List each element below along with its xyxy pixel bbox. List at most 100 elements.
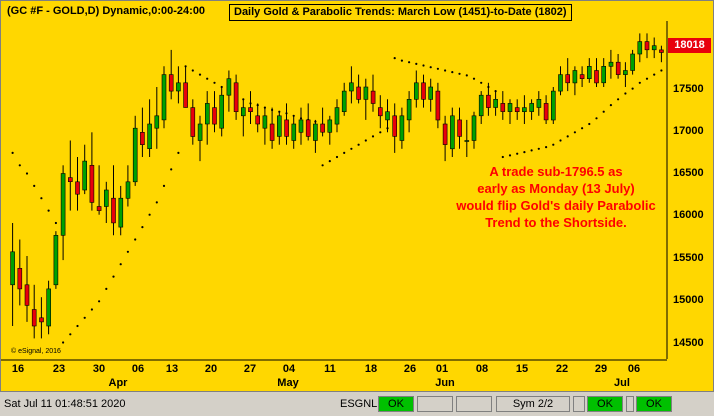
annotation-line: A trade sub-1796.5 as (489, 164, 623, 179)
parabolic-dot (198, 73, 202, 76)
parabolic-dot (62, 341, 65, 344)
candle (471, 111, 477, 149)
candle (377, 95, 383, 129)
candle-body (450, 115, 455, 150)
status-cell-empty[interactable] (417, 396, 453, 412)
sym-status[interactable]: Sym 2/2 (496, 396, 570, 412)
status-ok[interactable]: OK (587, 396, 623, 412)
parabolic-dot (436, 67, 439, 70)
status-cell-empty[interactable] (573, 396, 585, 412)
esgnl-status[interactable]: OK (378, 396, 414, 412)
status-bar: Sat Jul 11 01:48:51 2020 ESGNL: OK Sym 2… (0, 393, 714, 416)
candle (464, 119, 470, 157)
candle-body (421, 82, 426, 100)
candle (176, 66, 181, 104)
parabolic-dot (83, 316, 86, 319)
candle (334, 99, 340, 133)
candle (17, 239, 23, 306)
x-tick-label: 20 (204, 363, 218, 375)
parabolic-dot (631, 87, 634, 90)
candle (630, 49, 635, 75)
x-tick-label: 26 (403, 363, 417, 375)
parabolic-dot (170, 168, 173, 171)
candle-body (31, 309, 37, 327)
candle-body (276, 115, 282, 137)
candle-body (39, 317, 44, 323)
candle (320, 107, 325, 137)
price-chart[interactable] (1, 1, 714, 393)
x-tick-label: 11 (324, 363, 336, 375)
candle-body (536, 99, 542, 108)
parabolic-dot (134, 238, 137, 241)
parabolic-dot (191, 69, 194, 72)
candle-body (17, 267, 23, 290)
parabolic-dot (480, 81, 483, 84)
candle (24, 256, 30, 322)
candle-body (543, 103, 549, 121)
x-tick-label: 04 (282, 363, 296, 375)
candle-body (659, 49, 664, 53)
candle-body (651, 45, 657, 51)
parabolic-dot (451, 71, 454, 74)
candle-body (262, 115, 268, 129)
x-tick-label: 06 (131, 363, 145, 375)
y-tick-label: 16500 (673, 167, 704, 179)
candle-body (248, 107, 253, 112)
parabolic-dot (602, 110, 605, 113)
candle (543, 95, 549, 124)
candle-body (637, 41, 643, 55)
candle-body (579, 74, 585, 79)
parabolic-dot (213, 81, 216, 84)
candle-body (363, 86, 369, 100)
parabolic-dot (465, 74, 468, 77)
candle (558, 66, 563, 96)
candle-body (572, 70, 578, 84)
x-tick-label: 16 (11, 363, 25, 375)
candle (356, 74, 361, 104)
parabolic-dot (343, 151, 346, 154)
parabolic-dot (472, 77, 476, 80)
parabolic-dot (40, 197, 43, 200)
parabolic-dot (141, 226, 144, 229)
candle (615, 54, 621, 79)
candle-body (550, 90, 556, 121)
candle (75, 157, 80, 211)
parabolic-dot (617, 98, 620, 101)
candle-body (291, 123, 297, 141)
y-tick-label: 17500 (673, 83, 704, 95)
annotation-line: early as Monday (13 July) (477, 181, 635, 196)
candle (623, 62, 628, 87)
candle-body (89, 165, 95, 203)
candle (659, 45, 664, 63)
parabolic-dot (516, 152, 519, 155)
candle (608, 49, 614, 79)
status-ok[interactable]: OK (636, 396, 672, 412)
candle-body (190, 107, 196, 137)
status-cell-empty[interactable] (456, 396, 492, 412)
candle-body (75, 181, 80, 195)
candle-body (168, 74, 174, 92)
parabolic-dot (400, 59, 403, 62)
parabolic-dot (119, 263, 122, 266)
status-cell-empty[interactable] (626, 396, 634, 412)
candle-body (385, 111, 390, 121)
parabolic-dot (501, 155, 504, 159)
candle (82, 144, 87, 195)
candle-body (349, 82, 354, 92)
parabolic-dot (350, 147, 353, 150)
candle (233, 74, 239, 120)
candle (493, 91, 498, 116)
parabolic-dot (624, 92, 627, 95)
candle (392, 103, 398, 153)
candle-body (608, 61, 614, 67)
x-tick-label: 18 (364, 363, 378, 375)
candle (349, 66, 354, 104)
candle (140, 107, 145, 157)
candle (550, 87, 556, 124)
candle (442, 115, 448, 162)
candle (428, 78, 434, 112)
candle (125, 165, 131, 207)
candle (406, 91, 412, 133)
x-tick-label: 30 (92, 363, 106, 375)
candle (197, 115, 203, 162)
